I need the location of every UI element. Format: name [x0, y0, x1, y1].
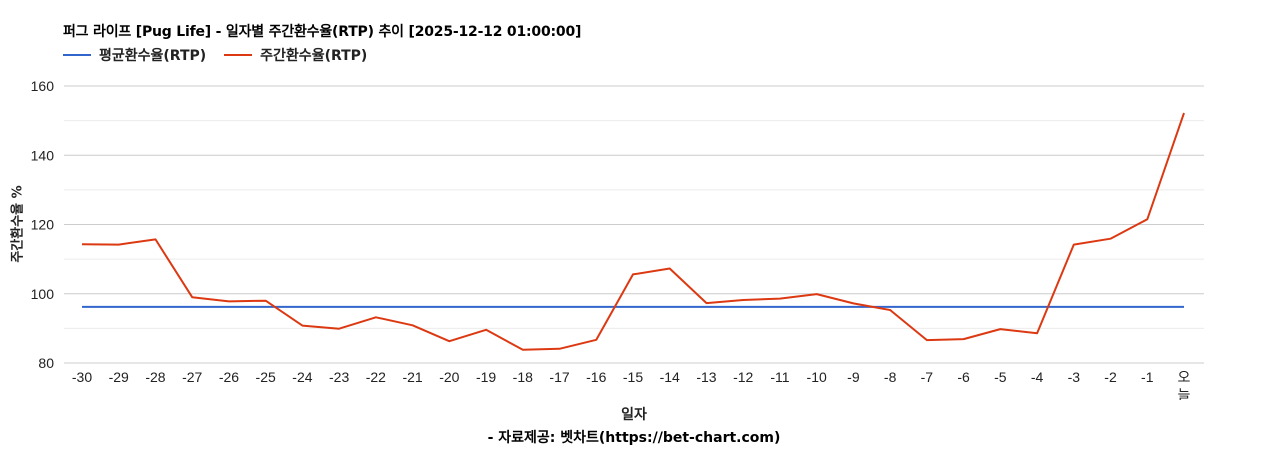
y-axis-ticks: 80 100 120 140 160 [31, 78, 55, 371]
legend-item-average-rtp[interactable]: 평균환수율(RTP) [63, 45, 206, 65]
x-tick-label: -19 [476, 369, 496, 385]
x-tick-label: -8 [884, 369, 897, 385]
x-tick-label: 오 [1178, 369, 1191, 385]
x-axis-ticks: -30 -29 -28 -27 -26 -25 -24 -23 -22 -21 -20 -19 -18-… [72, 369, 1191, 400]
y-tick-label: 100 [31, 286, 55, 302]
x-tick-label: -14 [660, 369, 680, 385]
x-tick-label: -10 [807, 369, 827, 385]
x-tick-label: 늘 [1178, 387, 1191, 400]
data-source-credit: - 자료제공: 벳차트(https://bet-chart.com) [487, 430, 781, 446]
x-tick-label: -26 [219, 369, 239, 385]
line-chart-plot: 80 100 120 140 160 -30 -29 -28 -27 -26 -25 -24 -23 -… [31, 78, 1204, 400]
y-tick-label: 80 [38, 355, 54, 371]
x-tick-label: -15 [623, 369, 643, 385]
y-tick-label: 120 [31, 217, 55, 233]
chart-title: 퍼그 라이프 [Pug Life] - 일자별 주간환수율(RTP) 추이 [2… [63, 24, 582, 40]
x-tick-label: -25 [256, 369, 276, 385]
x-tick-label: -9 [847, 369, 860, 385]
x-tick-label: -13 [696, 369, 716, 385]
x-tick-label: -6 [957, 369, 970, 385]
x-tick-label: -2 [1104, 369, 1117, 385]
x-tick-label: -5 [994, 369, 1007, 385]
x-tick-label: -23 [329, 369, 349, 385]
x-tick-label: -22 [366, 369, 386, 385]
x-tick-label: -17 [549, 369, 569, 385]
x-tick-label: -11 [770, 369, 789, 385]
legend-label: 주간환수율(RTP) [260, 48, 368, 64]
legend-swatch-blue-icon [63, 54, 91, 56]
x-tick-label: -18 [513, 369, 533, 385]
x-tick-label: -7 [921, 369, 934, 385]
chart-legend: 평균환수율(RTP) 주간환수율(RTP) [63, 45, 385, 65]
legend-swatch-red-icon [224, 54, 253, 56]
x-tick-label: -1 [1141, 369, 1154, 385]
y-tick-label: 140 [31, 147, 55, 163]
x-tick-label: -28 [145, 369, 165, 385]
gridlines [64, 85, 1204, 364]
x-tick-label: -4 [1031, 369, 1044, 385]
x-tick-label: -20 [439, 369, 459, 385]
legend-item-weekly-rtp[interactable]: 주간환수율(RTP) [224, 45, 367, 65]
x-tick-label: -12 [733, 369, 753, 385]
x-tick-label: -30 [72, 369, 92, 385]
weekly-rtp-line[interactable] [81, 112, 1185, 351]
series-lines [81, 112, 1185, 351]
x-axis-title: 일자 [621, 407, 647, 423]
y-tick-label: 160 [31, 78, 55, 94]
x-tick-label: -21 [402, 369, 422, 385]
x-tick-label: -16 [586, 369, 606, 385]
legend-label: 평균환수율(RTP) [99, 48, 207, 64]
x-tick-label: -27 [182, 369, 202, 385]
x-tick-label: -24 [292, 369, 312, 385]
x-tick-label: -29 [109, 369, 129, 385]
x-tick-label: -3 [1068, 369, 1081, 385]
